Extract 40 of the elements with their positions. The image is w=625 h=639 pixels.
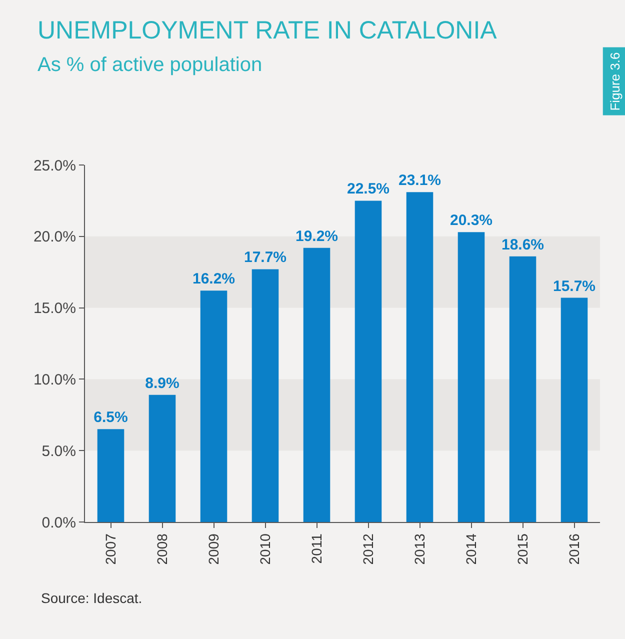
- x-tick-label: 2011: [308, 533, 324, 564]
- bar: [148, 394, 176, 522]
- data-label: 6.5%: [94, 409, 128, 426]
- data-label: 15.7%: [552, 278, 596, 295]
- x-tick-label: 2008: [154, 533, 170, 565]
- bar: [252, 269, 279, 522]
- caption: Figure 3.6: [607, 52, 622, 111]
- data-label: 16.2%: [192, 270, 236, 288]
- x-tick-label: 2016: [566, 533, 582, 565]
- y-tick-label: 0.0%: [42, 514, 76, 532]
- data-label: 22.5%: [346, 180, 390, 198]
- chart-subtitle: As % of active population: [38, 54, 262, 76]
- bar: [354, 200, 382, 522]
- x-tick-label: 2013: [411, 533, 428, 565]
- data-label: 8.9%: [145, 374, 180, 392]
- data-label: 20.3%: [450, 212, 493, 230]
- source-note: Source: Idescat.: [41, 590, 142, 606]
- data-label: 17.7%: [244, 249, 287, 266]
- y-tick-label: 25.0%: [33, 157, 76, 174]
- x-tick-label: 2015: [514, 533, 530, 565]
- bar: [509, 256, 536, 522]
- bar: [200, 290, 228, 522]
- data-label: 19.2%: [295, 228, 338, 245]
- x-tick-label: 2009: [205, 533, 222, 565]
- x-tick-label: 2010: [256, 533, 273, 565]
- bar: [560, 298, 588, 522]
- chart-title: UNEMPLOYMENT RATE IN CATALONIA: [38, 16, 498, 44]
- y-tick-label: 20.0%: [33, 228, 76, 246]
- bar: [303, 248, 330, 522]
- y-tick-label: 10.0%: [33, 371, 76, 388]
- x-tick-label: 2014: [462, 533, 479, 565]
- y-tick-label: 5.0%: [42, 442, 76, 460]
- data-label: 18.6%: [501, 236, 544, 254]
- bar: [406, 192, 434, 522]
- x-tick-label: 2007: [102, 533, 118, 565]
- bar: [97, 429, 124, 522]
- x-tick-label: 2012: [360, 533, 376, 565]
- bar: [458, 232, 485, 522]
- data-label: 23.1%: [398, 172, 442, 190]
- y-tick-label: 15.0%: [33, 300, 76, 318]
